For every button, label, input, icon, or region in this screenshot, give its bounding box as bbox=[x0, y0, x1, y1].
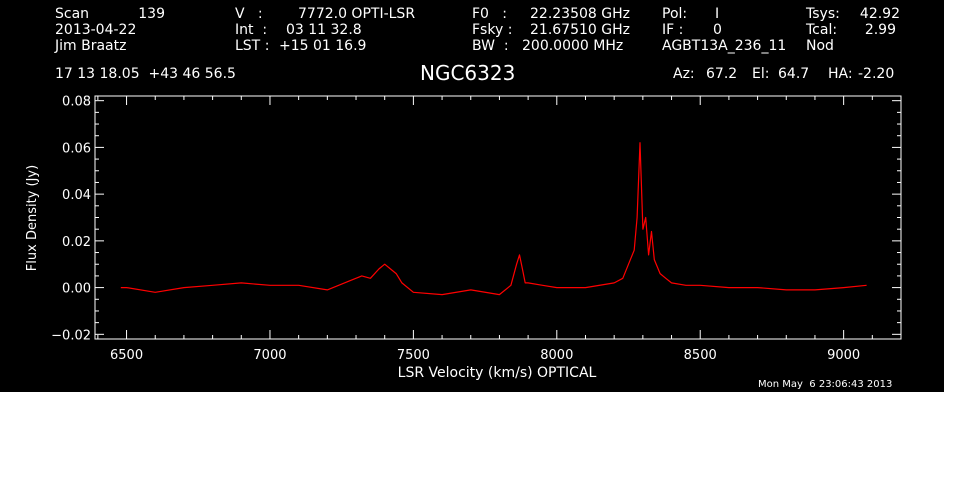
lst-value: +15 01 16.9 bbox=[279, 38, 367, 54]
x-tick-label: 7000 bbox=[253, 348, 286, 363]
if-label: IF : bbox=[662, 22, 684, 38]
y-tick-label: 0.04 bbox=[62, 188, 91, 203]
x-tick-label: 8000 bbox=[540, 348, 573, 363]
plot-timestamp: Mon May 6 23:06:43 2013 bbox=[758, 379, 893, 390]
obs-mode: Nod bbox=[806, 38, 834, 54]
tsys-label: Tsys: bbox=[806, 6, 840, 22]
fsky-label: Fsky : bbox=[472, 22, 513, 38]
int-label: Int : bbox=[235, 22, 268, 38]
if-value: 0 bbox=[713, 22, 722, 38]
project-id: AGBT13A_236_11 bbox=[662, 38, 787, 54]
tcal-label: Tcal: bbox=[806, 22, 838, 38]
x-axis-label: LSR Velocity (km/s) OPTICAL bbox=[398, 365, 597, 381]
x-tick-label: 6500 bbox=[110, 348, 143, 363]
tsys-value: 42.92 bbox=[859, 6, 900, 22]
observer: Jim Braatz bbox=[55, 38, 127, 54]
el-value: 64.7 bbox=[778, 66, 810, 82]
scan-value: 139 bbox=[138, 6, 165, 22]
source-name: NGC6323 bbox=[420, 61, 516, 85]
int-value: 03 11 32.8 bbox=[286, 22, 362, 38]
ha-value: -2.20 bbox=[858, 66, 895, 82]
plot-frame bbox=[94, 95, 902, 340]
fsky-value: 21.67510 GHz bbox=[530, 22, 630, 38]
coordinates: 17 13 18.05 +43 46 56.5 bbox=[55, 66, 236, 82]
obs-date: 2013-04-22 bbox=[55, 22, 137, 38]
y-tick-label: 0.00 bbox=[62, 282, 91, 297]
x-tick-label: 7500 bbox=[397, 348, 430, 363]
velocity-label: V : bbox=[235, 6, 263, 22]
az-label: Az: bbox=[673, 66, 695, 82]
plot-panel: Scan 139 2013-04-22 Jim Braatz 17 13 18.… bbox=[0, 0, 944, 392]
f0-value: 22.23508 GHz bbox=[530, 6, 630, 22]
y-axis-label: Flux Density (Jy) bbox=[25, 165, 40, 271]
bw-label: BW : bbox=[472, 38, 509, 54]
x-tick-label: 9000 bbox=[827, 348, 860, 363]
pol-value: I bbox=[715, 6, 720, 22]
y-tick-label: −0.02 bbox=[51, 328, 91, 343]
ha-label: HA: bbox=[828, 66, 853, 82]
series-layer bbox=[120, 142, 867, 296]
velocity-value: 7772.0 OPTI-LSR bbox=[298, 6, 416, 22]
scan-label: Scan bbox=[55, 6, 90, 22]
y-tick-label: 0.06 bbox=[62, 141, 91, 156]
axis-labels: LSR Velocity (km/s) OPTICAL Flux Density… bbox=[25, 165, 597, 381]
x-tick-label: 8500 bbox=[684, 348, 717, 363]
y-tick-label: 0.08 bbox=[62, 95, 91, 110]
spectrum-line bbox=[120, 142, 867, 296]
az-value: 67.2 bbox=[706, 66, 738, 82]
pol-label: Pol: bbox=[662, 6, 688, 22]
lst-label: LST : bbox=[235, 38, 270, 54]
f0-label: F0 : bbox=[472, 6, 508, 22]
el-label: El: bbox=[752, 66, 770, 82]
y-tick-label: 0.02 bbox=[62, 235, 91, 250]
spectrum-chart: 6500 7000 7500 8000 8500 9000 −0.02 0.00 0.02 0.0… bbox=[25, 95, 902, 381]
axes: 6500 7000 7500 8000 8500 9000 −0.02 0.00 0.02 0.0… bbox=[51, 95, 902, 363]
tcal-value: 2.99 bbox=[864, 22, 896, 38]
bw-value: 200.0000 MHz bbox=[522, 38, 624, 54]
